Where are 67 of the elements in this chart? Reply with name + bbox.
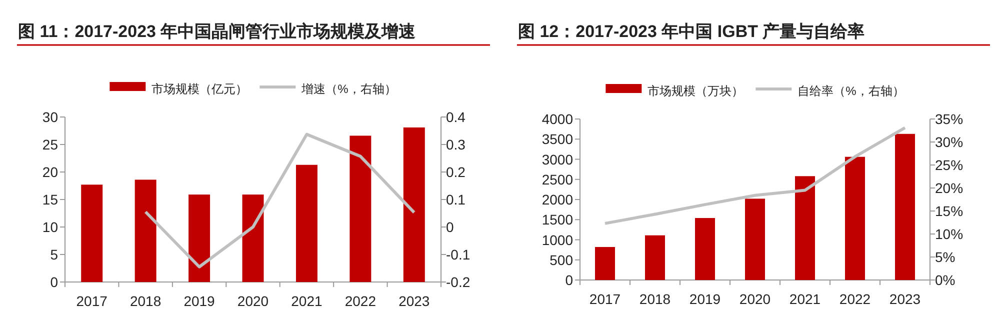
bar: [296, 164, 318, 282]
y-tick-label: 25: [42, 136, 58, 152]
y-tick-label: 3000: [542, 151, 574, 168]
bar: [188, 194, 210, 282]
y2-tick-label: 20%: [935, 180, 964, 196]
bar: [134, 180, 156, 282]
x-tick-label: 2021: [789, 291, 821, 307]
x-tick-label: 2020: [739, 291, 771, 307]
y-tick-label: 4000: [542, 111, 574, 127]
y2-tick-label: 0: [446, 219, 454, 235]
y-tick-label: 10: [42, 219, 58, 235]
bar: [795, 176, 815, 280]
x-tick-label: 2023: [889, 291, 921, 307]
y2-tick-label: 15%: [935, 203, 964, 219]
y2-tick-label: 0.4: [446, 109, 466, 125]
x-tick-label: 2017: [76, 293, 108, 309]
y-tick-label: 3500: [542, 131, 574, 148]
y2-tick-label: 30%: [935, 134, 964, 150]
bar: [350, 136, 372, 282]
y-tick-label: 30: [42, 109, 58, 125]
line-series: [604, 126, 906, 225]
x-tick-label: 2017: [589, 291, 621, 307]
y-tick-label: 500: [550, 252, 574, 268]
bar: [242, 194, 264, 282]
x-tick-label: 2022: [839, 291, 871, 307]
line-series: [144, 132, 416, 268]
y-tick-label: 2500: [542, 171, 574, 188]
chart-title: 图 11：2017-2023 年中国晶闸管行业市场规模及增速: [18, 22, 416, 41]
y-tick-label: 15: [42, 192, 58, 208]
y2-tick-label: -0.1: [446, 246, 470, 262]
y2-tick-label: -0.2: [446, 274, 470, 290]
bar: [695, 218, 715, 280]
y2-tick-label: 0.2: [446, 164, 466, 180]
x-tick-label: 2019: [689, 291, 721, 307]
bar: [745, 198, 765, 280]
x-tick-label: 2022: [344, 293, 376, 309]
y2-tick-label: 0.3: [446, 136, 466, 152]
y-tick-label: 0: [565, 272, 574, 288]
y2-tick-label: 10%: [935, 226, 964, 242]
legend-label: 自给率（%，右轴）: [798, 84, 904, 98]
bar: [81, 184, 103, 282]
x-tick-label: 2018: [639, 291, 671, 307]
y-tick-label: 1500: [542, 212, 574, 228]
y-tick-label: 0: [50, 274, 58, 290]
bar: [845, 156, 865, 280]
bar: [403, 127, 425, 282]
y-tick-label: 1000: [542, 232, 574, 248]
x-tick-label: 2023: [398, 293, 430, 309]
x-tick-label: 2018: [130, 293, 162, 309]
y-tick-label: 20: [42, 164, 58, 180]
x-tick-label: 2021: [291, 293, 322, 309]
legend-label: 市场规模（万块）: [648, 84, 744, 98]
y2-tick-label: 5%: [935, 249, 956, 265]
y2-tick-label: 25%: [935, 157, 964, 173]
x-tick-label: 2020: [237, 293, 269, 309]
y-tick-label: 2000: [542, 192, 574, 208]
bar: [895, 134, 915, 280]
y2-tick-label: 35%: [935, 111, 964, 127]
legend-label: 增速（%，右轴）: [300, 82, 396, 96]
y2-tick-label: 0.1: [446, 192, 466, 208]
legend-label: 市场规模（亿元）: [152, 82, 248, 96]
y-tick-label: 5: [50, 246, 58, 262]
chart-title: 图 12：2017-2023 年中国 IGBT 产量与自给率: [518, 22, 865, 41]
x-tick-label: 2019: [184, 293, 216, 309]
y2-tick-label: 0%: [935, 272, 956, 288]
bar: [595, 246, 615, 280]
bar: [645, 235, 665, 280]
